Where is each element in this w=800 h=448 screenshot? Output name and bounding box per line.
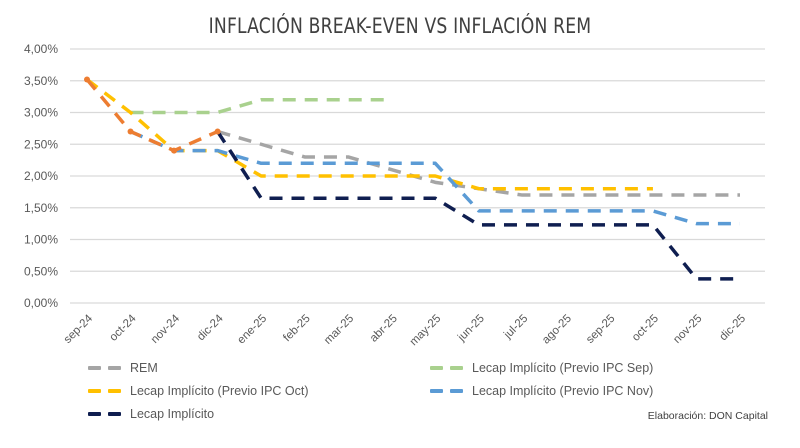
data-point-ipc bbox=[171, 147, 178, 154]
legend-label-lecap-nov: Lecap Implícito (Previo IPC Nov) bbox=[472, 384, 654, 398]
x-tick-label: oct-24 bbox=[108, 312, 140, 344]
x-tick-label: oct-25 bbox=[630, 313, 661, 344]
legend-item-lecap-implicito: Lecap Implícito bbox=[88, 407, 214, 421]
x-axis: sep-24 oct-24 nov-24 dic-24 ene-25 feb-25 mar-… bbox=[62, 312, 748, 348]
legend-label-lecap-oct: Lecap Implícito (Previo IPC Oct) bbox=[130, 384, 309, 398]
gridlines bbox=[70, 48, 765, 304]
x-tick-label: sep-24 bbox=[62, 312, 96, 346]
y-tick-label: 4,00% bbox=[24, 42, 58, 56]
y-tick-label: 1,50% bbox=[24, 201, 58, 215]
y-tick-label: 2,00% bbox=[24, 169, 58, 183]
chart-title: INFLACIÓN BREAK-EVEN VS INFLACIÓN REM bbox=[208, 14, 592, 38]
legend-label-lecap-sep: Lecap Implícito (Previo IPC Sep) bbox=[472, 361, 654, 375]
y-tick-label: 0,50% bbox=[24, 264, 58, 278]
x-tick-label: ene-25 bbox=[235, 313, 269, 347]
data-point-ipc bbox=[84, 76, 90, 83]
series-line-rem bbox=[217, 129, 740, 197]
legend-swatch-lecap-nov bbox=[430, 386, 466, 396]
x-tick-label: nov-25 bbox=[671, 313, 704, 346]
x-tick-label: mar-25 bbox=[322, 313, 356, 347]
source-note: Elaboración: DON Capital bbox=[647, 410, 768, 422]
data-point-ipc bbox=[214, 128, 221, 135]
legend-item-lecap-nov: Lecap Implícito (Previo IPC Nov) bbox=[430, 384, 653, 398]
series-line-lecap-impl-cito-previo-ipc-oct bbox=[85, 78, 653, 191]
x-tick-label: nov-24 bbox=[149, 312, 183, 346]
y-tick-label: 3,50% bbox=[24, 74, 58, 88]
legend-swatch-lecap-oct bbox=[88, 386, 124, 396]
y-axis: 0,00% 0,50% 1,00% 1,50% 2,00% 2,50% 3,00% 3,50%… bbox=[24, 42, 58, 310]
x-tick-label: sep-25 bbox=[584, 313, 617, 346]
series-lines bbox=[84, 76, 740, 281]
legend-label-lecap-implicito: Lecap Implícito bbox=[130, 407, 215, 421]
x-tick-label: abr-25 bbox=[368, 313, 400, 345]
legend-label-rem: REM bbox=[130, 361, 158, 375]
series-line-lecap-impl-cito-previo-ipc-nov bbox=[129, 129, 740, 226]
series-line-lecap-impl-cito bbox=[216, 130, 740, 281]
legend-item-lecap-oct: Lecap Implícito (Previo IPC Oct) bbox=[88, 384, 309, 398]
legend-swatch-lecap-implicito bbox=[88, 409, 124, 419]
x-tick-label: may-25 bbox=[408, 313, 444, 349]
y-tick-label: 0,00% bbox=[24, 296, 58, 310]
x-tick-label: jun-25 bbox=[455, 313, 487, 345]
data-point-ipc bbox=[127, 128, 134, 135]
x-tick-label: jul-25 bbox=[501, 313, 530, 342]
x-tick-label: dic-25 bbox=[717, 313, 748, 344]
legend-item-rem: REM bbox=[88, 361, 158, 375]
legend-swatch-lecap-sep bbox=[430, 363, 466, 373]
x-tick-label: dic-24 bbox=[195, 312, 226, 343]
series-line-ipc bbox=[85, 78, 219, 153]
x-tick-label: ago-25 bbox=[540, 313, 574, 347]
x-tick-label: feb-25 bbox=[281, 313, 313, 345]
y-tick-label: 3,00% bbox=[24, 106, 58, 120]
y-tick-label: 2,50% bbox=[24, 137, 58, 151]
legend-item-lecap-sep: Lecap Implícito (Previo IPC Sep) bbox=[430, 361, 653, 375]
y-tick-label: 1,00% bbox=[24, 233, 58, 247]
series-line-lecap-impl-cito-previo-ipc-sep bbox=[130, 98, 392, 115]
legend-swatch-rem bbox=[88, 363, 124, 373]
